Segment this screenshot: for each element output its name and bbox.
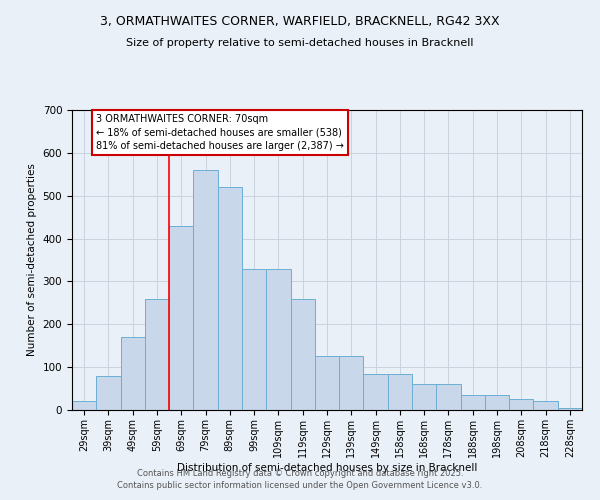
X-axis label: Distribution of semi-detached houses by size in Bracknell: Distribution of semi-detached houses by …	[177, 462, 477, 472]
Bar	[242, 268, 266, 410]
Bar	[218, 187, 242, 410]
Bar	[315, 356, 339, 410]
Bar	[533, 402, 558, 410]
Text: Contains HM Land Registry data © Crown copyright and database right 2025.
Contai: Contains HM Land Registry data © Crown c…	[118, 468, 482, 490]
Bar	[436, 384, 461, 410]
Bar	[461, 395, 485, 410]
Y-axis label: Number of semi-detached properties: Number of semi-detached properties	[27, 164, 37, 356]
Bar	[121, 337, 145, 410]
Bar	[388, 374, 412, 410]
Bar	[96, 376, 121, 410]
Text: Size of property relative to semi-detached houses in Bracknell: Size of property relative to semi-detach…	[126, 38, 474, 48]
Text: 3 ORMATHWAITES CORNER: 70sqm
← 18% of semi-detached houses are smaller (538)
81%: 3 ORMATHWAITES CORNER: 70sqm ← 18% of se…	[96, 114, 344, 150]
Bar	[558, 408, 582, 410]
Bar	[290, 298, 315, 410]
Bar	[266, 268, 290, 410]
Bar	[364, 374, 388, 410]
Bar	[412, 384, 436, 410]
Bar	[72, 402, 96, 410]
Bar	[485, 395, 509, 410]
Text: 3, ORMATHWAITES CORNER, WARFIELD, BRACKNELL, RG42 3XX: 3, ORMATHWAITES CORNER, WARFIELD, BRACKN…	[100, 15, 500, 28]
Bar	[193, 170, 218, 410]
Bar	[145, 298, 169, 410]
Bar	[339, 356, 364, 410]
Bar	[509, 400, 533, 410]
Bar	[169, 226, 193, 410]
